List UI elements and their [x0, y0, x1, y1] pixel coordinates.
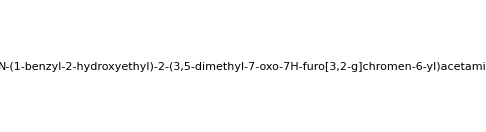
Text: N-(1-benzyl-2-hydroxyethyl)-2-(3,5-dimethyl-7-oxo-7H-furo[3,2-g]chromen-6-yl)ace: N-(1-benzyl-2-hydroxyethyl)-2-(3,5-dimet… [0, 62, 486, 72]
